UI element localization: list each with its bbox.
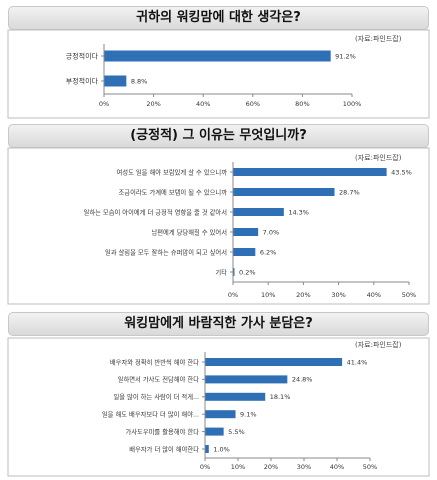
chart-2-data-label: 7.0%: [263, 228, 280, 236]
chart-2-category-label: 일과 살림을 모두 잘하는 슈퍼맘이 되고 싶어서: [105, 247, 227, 256]
chart-1-source: (자료:파인드잡): [355, 35, 402, 43]
chart-2-data-label: 0.2%: [239, 268, 256, 276]
chart-3-category-label: 가사도우미를 활용해야 한다: [125, 427, 199, 436]
chart-3-title: 워킹맘에게 바람직한 가사 분담은?: [8, 312, 429, 336]
chart-1-tick-label: 100%: [343, 100, 362, 108]
chart-3-data-label: 5.5%: [228, 428, 245, 436]
chart-3-tick-label: 10%: [231, 463, 245, 471]
chart-3-data-label: 9.1%: [240, 411, 257, 419]
chart-3-tick-label: 40%: [330, 463, 344, 471]
chart-3-bar: [205, 445, 209, 453]
chart-1-data-label: 8.8%: [131, 77, 148, 85]
chart-3-category-label: 배우자와 정확히 반반씩 해야 한다: [110, 357, 199, 366]
chart-2-tick-label: 40%: [367, 291, 381, 299]
chart-1-data-label: 91.2%: [335, 52, 356, 60]
chart-2-tick-label: 30%: [331, 291, 345, 299]
chart-2-category-label: 일하는 모습이 아이에게 더 긍정적 영향을 줄 것 같아서: [84, 207, 227, 216]
chart-1-tick-label: 0%: [99, 100, 109, 108]
chart-2-tick-label: 10%: [261, 291, 275, 299]
chart-3-frame: [7, 337, 430, 477]
chart-2-bar: [233, 268, 235, 276]
chart-1-bar: [104, 75, 127, 87]
chart-3-category-label: 일하면서 가사도 전담해야 한다: [118, 375, 200, 384]
chart-1-category-label: 긍정적이다: [66, 51, 99, 60]
chart-2-category-label: 여성도 일을 해야 보람있게 살 수 있으니까: [117, 167, 228, 176]
chart-3-bar: [205, 427, 224, 436]
chart-3-category-label: 일을 많이 하는 사람이 더 적게...: [113, 392, 199, 401]
chart-1-category-label: 부정적이다: [66, 76, 99, 85]
chart-2-bar: [233, 188, 335, 196]
chart-3-data-label: 41.4%: [347, 358, 368, 366]
chart-3-data-label: 1.0%: [213, 445, 230, 453]
chart-2-bar: [233, 228, 259, 236]
chart-2-data-label: 43.5%: [391, 168, 412, 176]
chart-2-title: (긍정적) 그 이유는 무엇입니까?: [8, 124, 429, 148]
chart-2-tick-label: 50%: [402, 291, 416, 299]
chart-3-bar: [205, 392, 266, 401]
chart-1-title: 귀하의 워킹맘에 대한 생각은?: [8, 6, 429, 30]
chart-1-tick-label: 20%: [146, 100, 160, 108]
chart-3-source: (자료:파인드잡): [355, 341, 402, 349]
chart-2-data-label: 14.3%: [288, 208, 309, 216]
chart-3-bar: [205, 375, 288, 384]
chart-3-tick-label: 30%: [297, 463, 311, 471]
chart-3-tick-label: 50%: [363, 463, 377, 471]
chart-3-data-label: 18.1%: [270, 393, 291, 401]
chart-2-data-label: 28.7%: [339, 188, 360, 196]
chart-2-data-label: 6.2%: [260, 248, 277, 256]
chart-1-tick-label: 80%: [295, 100, 309, 108]
chart-2-tick-label: 0%: [228, 291, 238, 299]
chart-3-tick-label: 20%: [264, 463, 278, 471]
chart-2-tick-label: 20%: [296, 291, 310, 299]
chart-3-category-label: 배우자가 더 많이 해야한다: [129, 444, 199, 453]
chart-3-tick-label: 0%: [200, 463, 210, 471]
chart-2-bar: [233, 248, 256, 256]
chart-1-bar: [104, 50, 331, 62]
chart-2-bar: [233, 208, 284, 216]
chart-3-bar: [205, 358, 343, 366]
chart-1-tick-label: 40%: [196, 100, 210, 108]
chart-2-category-label: 기타: [215, 267, 227, 276]
chart-2-category-label: 남편에게 당당해질 수 있어서: [151, 227, 227, 236]
chart-3-bar: [205, 410, 236, 419]
chart-2-bar: [233, 168, 387, 176]
chart-3-data-label: 24.8%: [292, 376, 313, 384]
chart-1-tick-label: 60%: [246, 100, 260, 108]
chart-2-frame: [7, 147, 430, 305]
chart-3-category-label: 일을 해도 배우자보다 더 많이 해야...: [102, 410, 199, 419]
chart-2-category-label: 조금이라도 가계에 보탬이 될 수 있으니까: [119, 187, 228, 196]
chart-2-source: (자료:파인드잡): [355, 154, 402, 162]
